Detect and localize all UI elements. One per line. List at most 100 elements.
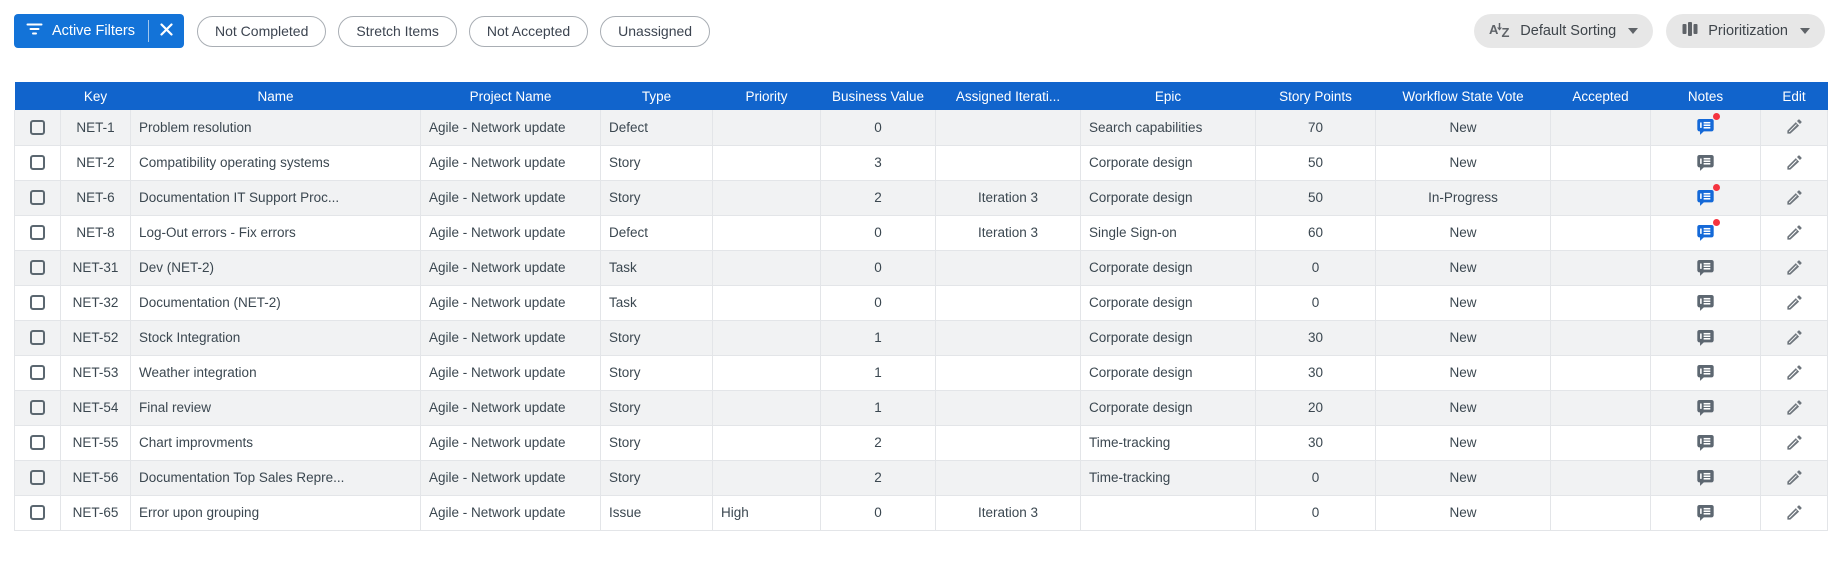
row-checkbox[interactable] bbox=[30, 225, 45, 241]
column-header-workflow[interactable]: Workflow State Vote bbox=[1375, 82, 1551, 110]
cell-key: NET-55 bbox=[60, 425, 131, 461]
cell-key: NET-32 bbox=[60, 285, 131, 321]
edit-button[interactable] bbox=[1783, 326, 1806, 349]
cell-story_points: 0 bbox=[1255, 250, 1376, 286]
notes-button[interactable] bbox=[1693, 255, 1718, 280]
edit-button[interactable] bbox=[1783, 186, 1806, 209]
cell-accepted bbox=[1550, 215, 1651, 251]
prioritization-dropdown[interactable]: Prioritization bbox=[1666, 14, 1825, 48]
row-checkbox[interactable] bbox=[30, 505, 45, 521]
cell-epic: Corporate design bbox=[1080, 250, 1256, 286]
sorting-dropdown[interactable]: A Z Default Sorting bbox=[1474, 14, 1654, 48]
cell-key: NET-31 bbox=[60, 250, 131, 286]
cell-project: Agile - Network update bbox=[420, 145, 601, 181]
edit-button[interactable] bbox=[1783, 361, 1806, 384]
cell-project: Agile - Network update bbox=[420, 180, 601, 216]
clear-filters-button[interactable] bbox=[149, 14, 184, 48]
pencil-icon bbox=[1785, 329, 1804, 350]
cell-iteration bbox=[935, 320, 1081, 356]
column-header-edit[interactable]: Edit bbox=[1760, 82, 1828, 110]
column-header-name[interactable]: Name bbox=[130, 82, 421, 110]
edit-button[interactable] bbox=[1783, 151, 1806, 174]
column-header-priority[interactable]: Priority bbox=[712, 82, 821, 110]
row-checkbox[interactable] bbox=[30, 120, 45, 136]
svg-text:Z: Z bbox=[1502, 25, 1510, 38]
cell-type: Defect bbox=[600, 110, 713, 146]
filter-chip-not-completed[interactable]: Not Completed bbox=[197, 15, 327, 47]
notes-bubble-icon bbox=[1695, 294, 1716, 316]
pencil-icon bbox=[1785, 259, 1804, 280]
cell-workflow: New bbox=[1375, 215, 1551, 251]
row-checkbox[interactable] bbox=[30, 435, 45, 451]
notes-button[interactable] bbox=[1693, 218, 1720, 245]
notes-button[interactable] bbox=[1693, 500, 1718, 525]
edit-button[interactable] bbox=[1783, 501, 1806, 524]
cell-story_points: 30 bbox=[1255, 320, 1376, 356]
row-checkbox[interactable] bbox=[30, 295, 45, 311]
edit-button[interactable] bbox=[1783, 256, 1806, 279]
cell-type: Story bbox=[600, 425, 713, 461]
column-header-select bbox=[14, 82, 61, 110]
notes-button[interactable] bbox=[1693, 150, 1718, 175]
cell-priority bbox=[712, 285, 821, 321]
edit-button[interactable] bbox=[1783, 466, 1806, 489]
cell-epic: Corporate design bbox=[1080, 320, 1256, 356]
notes-button[interactable] bbox=[1693, 360, 1718, 385]
cell-project: Agile - Network update bbox=[420, 285, 601, 321]
cell-project: Agile - Network update bbox=[420, 460, 601, 496]
row-checkbox[interactable] bbox=[30, 470, 45, 486]
notes-button[interactable] bbox=[1693, 325, 1718, 350]
notes-button[interactable] bbox=[1693, 430, 1718, 455]
edit-button[interactable] bbox=[1783, 115, 1806, 138]
cell-story_points: 0 bbox=[1255, 285, 1376, 321]
row-checkbox[interactable] bbox=[30, 330, 45, 346]
cell-key: NET-2 bbox=[60, 145, 131, 181]
active-filters-button[interactable]: Active Filters bbox=[14, 14, 184, 48]
cell-key: NET-52 bbox=[60, 320, 131, 356]
row-checkbox[interactable] bbox=[30, 155, 45, 171]
cell-business_value: 0 bbox=[820, 250, 936, 286]
row-checkbox[interactable] bbox=[30, 400, 45, 416]
cell-business_value: 0 bbox=[820, 285, 936, 321]
cell-type: Story bbox=[600, 320, 713, 356]
cell-iteration bbox=[935, 390, 1081, 426]
active-filters-main[interactable]: Active Filters bbox=[14, 14, 148, 48]
row-checkbox[interactable] bbox=[30, 190, 45, 206]
edit-button[interactable] bbox=[1783, 291, 1806, 314]
edit-button[interactable] bbox=[1783, 431, 1806, 454]
column-header-key[interactable]: Key bbox=[60, 82, 131, 110]
edit-button[interactable] bbox=[1783, 221, 1806, 244]
column-header-type[interactable]: Type bbox=[600, 82, 713, 110]
cell-accepted bbox=[1550, 390, 1651, 426]
notes-button[interactable] bbox=[1693, 290, 1718, 315]
cell-business_value: 2 bbox=[820, 180, 936, 216]
cell-project: Agile - Network update bbox=[420, 495, 601, 531]
cell-accepted bbox=[1550, 180, 1651, 216]
notes-button[interactable] bbox=[1693, 183, 1720, 210]
row-checkbox[interactable] bbox=[30, 365, 45, 381]
column-header-business_value[interactable]: Business Value bbox=[820, 82, 936, 110]
column-header-iteration[interactable]: Assigned Iterati... bbox=[935, 82, 1081, 110]
column-header-story_points[interactable]: Story Points bbox=[1255, 82, 1376, 110]
cell-iteration bbox=[935, 110, 1081, 146]
prioritization-bars-icon bbox=[1681, 20, 1699, 42]
filter-chip-unassigned[interactable]: Unassigned bbox=[600, 15, 711, 47]
column-header-project[interactable]: Project Name bbox=[420, 82, 601, 110]
row-checkbox[interactable] bbox=[30, 260, 45, 276]
cell-story_points: 50 bbox=[1255, 145, 1376, 181]
column-header-epic[interactable]: Epic bbox=[1080, 82, 1256, 110]
cell-epic: Single Sign-on bbox=[1080, 215, 1256, 251]
column-header-notes[interactable]: Notes bbox=[1650, 82, 1761, 110]
notes-button[interactable] bbox=[1693, 113, 1720, 139]
column-header-accepted[interactable]: Accepted bbox=[1550, 82, 1651, 110]
notes-button[interactable] bbox=[1693, 395, 1718, 420]
filter-chip-stretch-items[interactable]: Stretch Items bbox=[338, 15, 457, 47]
cell-priority bbox=[712, 460, 821, 496]
cell-epic bbox=[1080, 495, 1256, 531]
cell-project: Agile - Network update bbox=[420, 110, 601, 146]
cell-priority bbox=[712, 250, 821, 286]
notes-button[interactable] bbox=[1693, 465, 1718, 490]
table-row-net-65: NET-65 Error upon grouping Agile - Network… bbox=[14, 495, 1828, 531]
filter-chip-not-accepted[interactable]: Not Accepted bbox=[468, 15, 589, 47]
edit-button[interactable] bbox=[1783, 396, 1806, 419]
